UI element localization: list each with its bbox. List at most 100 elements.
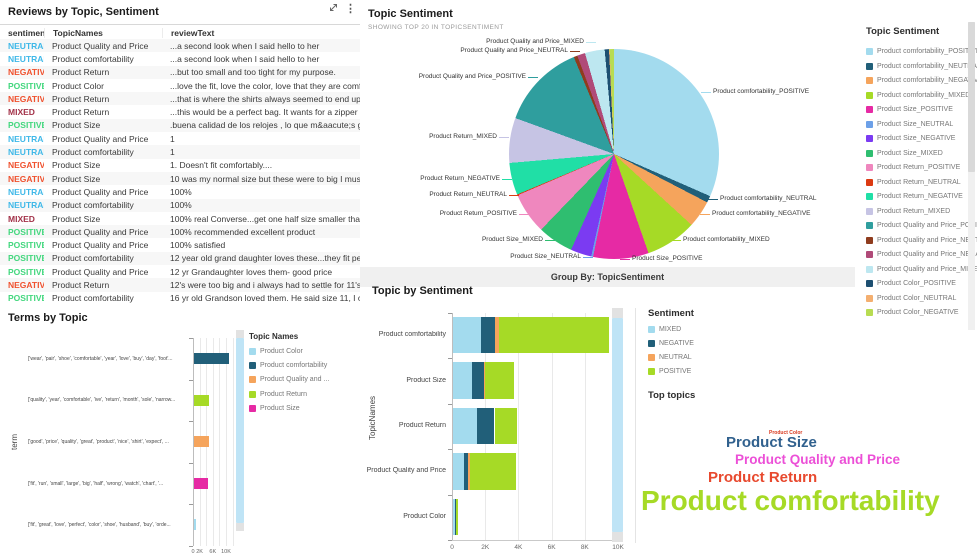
pie-legend-scrollbar-thumb[interactable] <box>968 22 975 172</box>
word-cloud-word[interactable]: Product Quality and Price <box>735 452 901 467</box>
bar-segment[interactable] <box>453 498 456 535</box>
sentiment-legend-item[interactable]: POSITIVE <box>648 368 691 375</box>
topic-scrollbar-thumb[interactable] <box>612 318 623 532</box>
pie-legend-item[interactable]: Product Return_POSITIVE <box>866 164 960 171</box>
word-cloud-word[interactable]: Product Size <box>726 434 817 451</box>
term-bar[interactable] <box>194 477 208 489</box>
pie-legend-item[interactable]: Product comfortability_NEUTRAL <box>866 62 977 70</box>
table-row[interactable]: NEUTRAL Product comfortability 1 <box>0 145 360 159</box>
expand-icon[interactable] <box>328 0 339 18</box>
pie-legend-item[interactable]: Product Return_NEGATIVE <box>866 193 963 200</box>
bar-segment[interactable] <box>453 317 481 354</box>
table-row[interactable]: NEGATIVE Product Size 10 was my normal siz… <box>0 172 360 186</box>
bar-segment[interactable] <box>472 362 484 399</box>
terms-scrollbar-thumb[interactable] <box>236 338 244 523</box>
legend-swatch <box>866 207 873 215</box>
sentiment-legend-item[interactable]: NEUTRAL <box>648 354 692 361</box>
column-header-sentiment[interactable]: sentiment <box>8 27 44 38</box>
legend-item[interactable]: Product Color <box>249 348 303 355</box>
column-header-topicnames[interactable]: TopicNames <box>44 27 162 38</box>
sentiment-legend-item[interactable]: MIXED <box>648 326 681 333</box>
bar-segment[interactable] <box>463 453 468 490</box>
word-cloud-word[interactable]: Product comfortability <box>641 485 940 516</box>
legend-item[interactable]: Product Return <box>249 390 307 398</box>
bar-segment[interactable] <box>467 453 470 490</box>
topic-scrollbar-cap-bottom[interactable] <box>612 532 623 542</box>
table-row[interactable]: POSITIVE Product Color ...love the fit, lo… <box>0 78 360 93</box>
column-header-reviewtext[interactable]: reviewText <box>162 27 360 38</box>
pie-legend-item[interactable]: Product comfortability_MIXED <box>866 91 970 99</box>
topic-scrollbar-cap-top[interactable] <box>612 308 623 318</box>
pie-legend-item[interactable]: Product comfortability_POSITIVE <box>866 48 977 55</box>
pie-legend-item[interactable]: Product Size_POSITIVE <box>866 106 953 113</box>
term-bar[interactable] <box>194 394 209 406</box>
legend-item[interactable]: Product comfortability <box>249 362 327 370</box>
word-cloud-word[interactable]: Product Return <box>708 469 818 486</box>
bar-segment[interactable] <box>453 362 473 399</box>
table-row[interactable]: POSITIVE Product Quality and Price 100% sa… <box>0 238 360 252</box>
bar-segment[interactable] <box>498 317 610 354</box>
pie-legend-item[interactable]: Product Color_NEUTRAL <box>866 294 956 302</box>
pie-legend-item[interactable]: Product Size_MIXED <box>866 149 943 157</box>
sentiment-legend-item[interactable]: NEGATIVE <box>648 340 694 347</box>
word-cloud-word[interactable]: Product Color <box>769 430 803 436</box>
table-row[interactable]: NEUTRAL Product Quality and Price ...a sec… <box>0 39 360 53</box>
term-bar[interactable] <box>194 519 196 531</box>
term-bar[interactable] <box>194 353 229 364</box>
category-tick <box>189 421 193 423</box>
table-row[interactable]: NEGATIVE Product Size 1. Doesn't fit comfo… <box>0 158 360 172</box>
pie-legend-item[interactable]: Product Size_NEGATIVE <box>866 135 955 142</box>
pie-legend-item[interactable]: Product comfortability_NEGATIVE <box>866 77 977 84</box>
table-row[interactable]: POSITIVE Product Size .buena calidad de lo… <box>0 118 360 133</box>
table-row[interactable]: NEUTRAL Product comfortability 100% <box>0 198 360 212</box>
bar-segment[interactable] <box>453 453 464 490</box>
bar-segment[interactable] <box>477 407 495 445</box>
bar-segment[interactable] <box>483 362 485 399</box>
more-options-icon[interactable]: ⋮ <box>345 3 356 15</box>
table-row[interactable]: NEUTRAL Product Quality and Price 1 <box>0 132 360 146</box>
legend-item[interactable]: Product Size <box>249 404 300 412</box>
bar-segment[interactable] <box>453 407 478 445</box>
table-row[interactable]: POSITIVE Product Quality and Price 100% re… <box>0 225 360 239</box>
pie-legend-item[interactable]: Product Color_NEGATIVE <box>866 309 959 316</box>
table-row[interactable]: POSITIVE Product comfortability 16 yr old … <box>0 291 360 305</box>
reviewtext-cell: 1. Doesn't fit comfortably.... <box>170 160 273 171</box>
pie-legend-item[interactable]: Product Return_MIXED <box>866 207 950 215</box>
pie-legend-item[interactable]: Product Return_NEUTRAL <box>866 178 961 186</box>
bar-segment[interactable] <box>480 317 496 354</box>
bar-segment[interactable] <box>469 453 517 490</box>
pie-legend-scrollbar[interactable] <box>968 22 975 330</box>
terms-scrollbar-cap-top[interactable] <box>236 330 244 338</box>
bar-segment[interactable] <box>495 317 499 354</box>
table-row[interactable]: POSITIVE Product Quality and Price 12 yr G… <box>0 265 360 279</box>
table-row[interactable]: NEGATIVE Product Return ...that is where t… <box>0 92 360 106</box>
pie-legend-item[interactable]: Product Quality and Price_MIXED <box>866 265 977 273</box>
legend-item[interactable]: Product Quality and ... <box>249 376 329 384</box>
pie-legend-item[interactable]: Product Quality and Price_NEUTRAL <box>866 236 977 244</box>
table-row[interactable]: MIXED Product Size 100% real Converse...ge… <box>0 211 360 226</box>
gridline <box>232 338 234 546</box>
term-bar[interactable] <box>194 436 209 448</box>
bar-segment[interactable] <box>494 407 518 445</box>
table-row[interactable]: NEGATIVE Product Return ...but too small a… <box>0 65 360 79</box>
x-tick-label: 6K <box>547 544 556 551</box>
pie-chart[interactable] <box>509 49 719 259</box>
pie-slice-label: Product comfortability_NEGATIVE <box>700 210 811 218</box>
sentiment-cell: NEUTRAL <box>8 40 44 51</box>
legend-swatch <box>866 48 873 55</box>
table-row[interactable]: MIXED Product Return ...this would be a pe… <box>0 105 360 119</box>
bar-segment[interactable] <box>456 498 459 535</box>
pie-legend-item[interactable]: Product Color_POSITIVE <box>866 280 956 287</box>
pie-legend-item[interactable]: Product Size_NEUTRAL <box>866 120 953 128</box>
bar-segment[interactable] <box>484 362 515 399</box>
table-row[interactable]: NEUTRAL Product Quality and Price 100% <box>0 185 360 199</box>
pie-legend-item[interactable]: Product Quality and Price_POSITIVE <box>866 222 977 229</box>
topic-scrollbar[interactable] <box>612 308 623 542</box>
terms-scrollbar[interactable] <box>236 330 244 531</box>
pie-legend-item[interactable]: Product Quality and Price_NEGATIVE <box>866 251 977 258</box>
table-row[interactable]: NEGATIVE Product Return 12's were too big … <box>0 278 360 292</box>
table-row[interactable]: NEUTRAL Product comfortability ...a second… <box>0 52 360 66</box>
panel-top-topics: Sentiment MIXED NEGATIVE NEUTRAL POSITIVE T… <box>635 300 977 558</box>
terms-scrollbar-cap-bottom[interactable] <box>236 523 244 531</box>
table-row[interactable]: POSITIVE Product comfortability 12 year ol… <box>0 251 360 266</box>
